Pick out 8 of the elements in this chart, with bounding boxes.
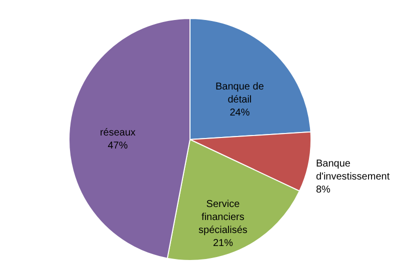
data-label: 21% (212, 238, 234, 250)
slice-label: Service financiers spécialisés (198, 199, 248, 236)
slice-label: réseaux (100, 128, 136, 139)
slice-label: Banque de détail (216, 82, 264, 106)
data-label: 47% (108, 140, 128, 152)
data-label: 8% (316, 184, 331, 196)
slice-label: Banque d'investissement (316, 158, 390, 183)
data-label: 24% (230, 108, 250, 119)
